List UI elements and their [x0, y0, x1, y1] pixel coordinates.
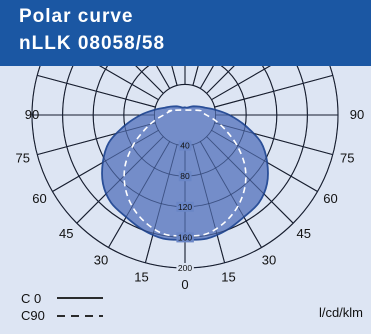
curves-layer — [31, 66, 339, 269]
angle-label-right: 15 — [221, 269, 235, 284]
angle-label-left: 60 — [32, 191, 46, 206]
angle-label-right: 90 — [350, 107, 364, 122]
grid-spoke-overlay — [108, 141, 171, 248]
grid-spoke — [171, 66, 178, 86]
grid-spoke — [192, 66, 199, 86]
grid-spoke-overlay — [99, 66, 159, 101]
grid-spoke-overlay — [37, 122, 156, 155]
legend-c0-label: C 0 — [21, 291, 42, 306]
angle-label-left: 45 — [59, 226, 73, 241]
chart-title: Polar curve — [19, 6, 134, 27]
angle-labels: 0 15 30 45 60 75 90 15 30 45 60 75 90 — [15, 107, 364, 292]
grid-spoke-overlay — [135, 66, 164, 94]
grid-spoke-overlay — [76, 136, 164, 224]
ring-label-bg — [178, 140, 192, 151]
angle-label-right: 30 — [262, 252, 276, 267]
angle-label-left: 30 — [94, 252, 108, 267]
grid-spoke-overlay — [52, 129, 159, 192]
angle-label-right: 60 — [323, 191, 337, 206]
ring-labels: 40 80 120 160 200 — [176, 140, 194, 273]
ring-label-bg — [178, 171, 192, 182]
product-code: nLLK 08058/58 — [19, 33, 166, 54]
ring-label: 160 — [178, 232, 192, 242]
grid-spoke-overlay — [211, 66, 271, 101]
ring-label-bg — [176, 263, 194, 273]
unit-label: l/cd/klm — [318, 305, 363, 320]
grid-spoke-overlay — [171, 66, 178, 86]
grid-spoke-overlay — [206, 136, 294, 224]
ring-label: 200 — [178, 263, 192, 273]
series-c90-curve — [123, 109, 247, 237]
legend-lines — [57, 297, 103, 317]
ring-label: 80 — [180, 171, 190, 181]
legend-c90-label: C90 — [21, 308, 45, 323]
angle-label-left: 0 — [181, 277, 188, 292]
grid-spoke-overlay — [156, 66, 171, 89]
angle-label-left: 90 — [25, 107, 39, 122]
ring-label: 40 — [180, 141, 190, 151]
title-bar: Polar curve nLLK 08058/58 — [0, 0, 371, 66]
grid-spoke-overlay — [206, 66, 235, 94]
angle-label-right: 45 — [297, 226, 311, 241]
ring-label: 120 — [178, 202, 192, 212]
grid-spoke-overlay — [214, 122, 333, 155]
grid-spoke-overlay — [192, 66, 199, 86]
ring-label-bg — [176, 201, 194, 212]
ring-label-bg — [176, 232, 194, 243]
angle-label-left: 15 — [134, 269, 148, 284]
grid-spoke-overlay — [199, 66, 214, 89]
grid-spoke-overlay — [199, 141, 262, 248]
angle-label-left: 75 — [15, 150, 29, 165]
grid-spoke-overlay — [145, 144, 178, 263]
grid-spoke-overlay — [211, 129, 318, 192]
angle-label-right: 75 — [340, 150, 354, 165]
grid-spoke-overlay — [37, 75, 156, 108]
grid-spoke-overlay — [214, 75, 333, 108]
grid-spoke-overlay — [192, 144, 225, 263]
